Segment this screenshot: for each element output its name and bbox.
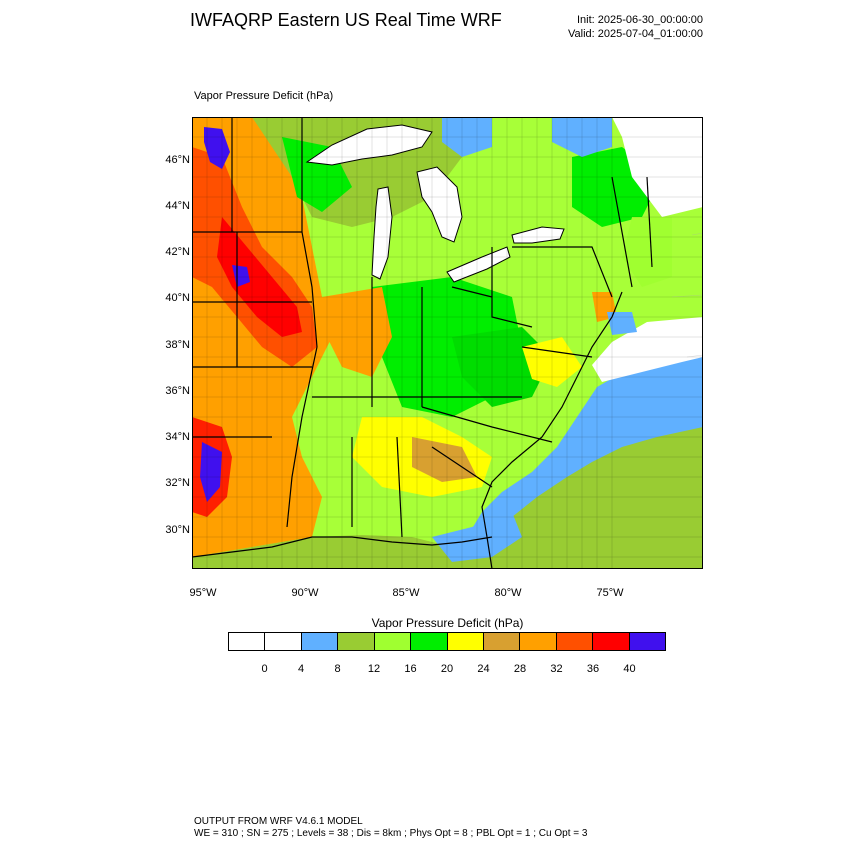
colorbar-swatch [265, 633, 302, 650]
colorbar-label: 28 [513, 663, 527, 675]
colorbar-swatch [301, 633, 339, 650]
model-version: OUTPUT FROM WRF V4.6.1 MODEL [194, 816, 363, 827]
colorbar-swatch [483, 633, 521, 650]
lon-label: 95°W [189, 587, 217, 599]
colorbar-label: 20 [440, 663, 454, 675]
colorbar-label: 4 [297, 663, 305, 675]
lat-label: 32°N [165, 477, 190, 489]
model-info-footer: OUTPUT FROM WRF V4.6.1 MODEL WE = 310 ; … [194, 816, 587, 840]
lat-label: 42°N [165, 246, 190, 258]
colorbar-title: Vapor Pressure Deficit (hPa) [371, 616, 524, 630]
lon-label: 90°W [291, 587, 319, 599]
colorbar-label: 16 [404, 663, 417, 675]
atlantic-blue-band [467, 349, 703, 537]
county-mesh [192, 117, 703, 569]
colorbar-label: 40 [623, 663, 636, 675]
colorbar-swatch [593, 633, 630, 650]
map-panel [192, 117, 703, 569]
colorbar-label: 8 [334, 663, 341, 675]
mid-atlantic-blue [607, 312, 637, 335]
lon-label: 85°W [392, 587, 420, 599]
colorbar-swatch [374, 633, 412, 650]
lake-huron [416, 166, 463, 243]
purple-patch-south [200, 442, 222, 502]
western-red-core [217, 217, 302, 337]
lake-michigan [371, 186, 393, 280]
lat-label: 38°N [165, 339, 190, 351]
valid-time: Valid: 2025-07-04_01:00:00 [568, 28, 703, 40]
colorbar-swatch [229, 633, 266, 650]
lat-lon-grid [671, 232, 703, 358]
map-border [192, 117, 703, 569]
colorbar-swatch [520, 633, 557, 650]
northwest-blue-patch [442, 117, 492, 157]
northeast-white [612, 117, 703, 217]
state-boundaries [192, 117, 653, 538]
mideast-orange-patch [322, 287, 392, 377]
colorbar-swatch [447, 633, 484, 650]
southeast-tan-region [412, 437, 477, 482]
purple-patch-north [204, 127, 230, 169]
colorbar-swatch [338, 633, 375, 650]
lat-label: 46°N [165, 154, 190, 166]
colorbar-swatch [556, 633, 594, 650]
gulf-blue-patch [432, 512, 522, 562]
lat-label: 40°N [165, 292, 190, 304]
colorbar-swatch [411, 633, 448, 650]
colorbar-label: 36 [586, 663, 600, 675]
lon-label: 75°W [596, 587, 624, 599]
colorbar-label: 24 [477, 663, 490, 675]
lake-erie [446, 246, 511, 283]
colorbar-swatch [629, 633, 666, 650]
model-config: WE = 310 ; SN = 275 ; Levels = 38 ; Dis … [194, 828, 588, 839]
gulf-region [192, 535, 472, 569]
lat-label: 34°N [165, 431, 190, 443]
field-title: Vapor Pressure Deficit (hPa) [194, 90, 334, 102]
northeast-blue-patch [552, 117, 612, 157]
atlantic-white-patch [592, 317, 703, 382]
coastline [192, 291, 623, 569]
run-info: Init: 2025-06-30_00:00:00 Valid: 2025-07… [540, 13, 703, 41]
lat-label: 30°N [165, 524, 190, 536]
lat-label: 36°N [165, 385, 190, 397]
lon-label: 80°W [494, 587, 522, 599]
newengland-green [622, 217, 672, 287]
init-time: Init: 2025-06-30_00:00:00 [577, 14, 703, 26]
colorbar-label: 32 [550, 663, 563, 675]
lake-superior [305, 124, 433, 166]
colorbar [228, 632, 666, 651]
main-title: IWFAQRP Eastern US Real Time WRF [190, 10, 502, 30]
colorbar-label: 0 [261, 663, 268, 675]
lat-label: 44°N [165, 200, 190, 212]
lake-ontario [511, 226, 565, 244]
colorbar-label: 12 [367, 663, 381, 675]
